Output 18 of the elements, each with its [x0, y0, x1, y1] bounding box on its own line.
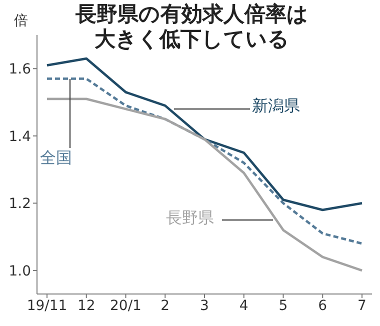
x-tick-label: 7	[358, 298, 366, 314]
text: 長野県	[166, 208, 214, 229]
x-tick-label: 12	[77, 298, 96, 314]
x-tick-label: 19/11	[26, 298, 68, 314]
x-tick-label: 4	[239, 298, 248, 314]
text: 全国	[40, 148, 72, 169]
y-tick-label: 1.6	[8, 62, 32, 78]
x-tick-label: 6	[318, 298, 328, 314]
y-tick-label: 1.4	[8, 128, 32, 145]
y-tick-label: 1.0	[8, 263, 31, 280]
text: 新潟県	[252, 96, 300, 117]
x-tick-label: 2	[160, 298, 170, 314]
y-tick-label: 1.2	[8, 196, 31, 212]
chart-title: 長野県の有効求人倍率は大きく低下している	[74, 2, 310, 52]
y-axis-title: 倍	[14, 12, 28, 30]
x-tick-label: 3	[200, 298, 209, 314]
x-tick-label: 5	[278, 298, 288, 314]
x-tick-label: 20/1	[110, 298, 142, 314]
